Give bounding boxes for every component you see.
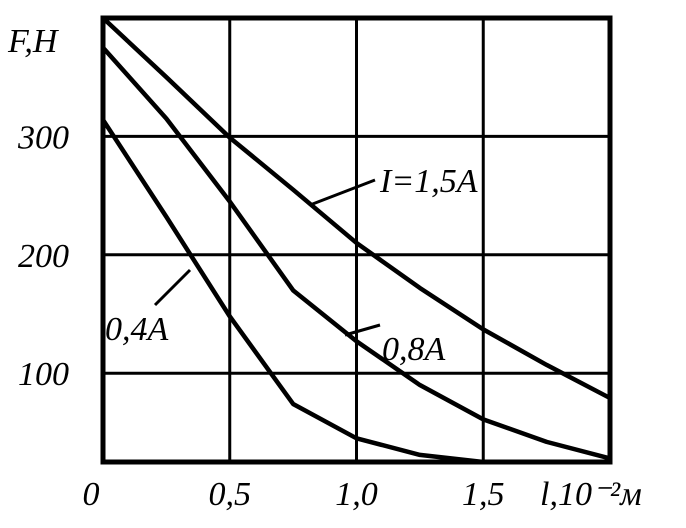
leader-line — [153, 268, 192, 307]
plot-frame — [100, 15, 613, 465]
series-label: 0,8A — [382, 331, 446, 368]
y-tick-label: 200 — [18, 238, 69, 275]
series-label: 0,4A — [105, 311, 169, 348]
x-tick-label: 0,5 — [209, 476, 252, 513]
x-tick-label: 0 — [83, 476, 100, 513]
x-tick-label: 1,0 — [335, 476, 378, 513]
x-tick-label: 1,5 — [462, 476, 505, 513]
y-axis-label: F,H — [7, 23, 60, 60]
leader-line — [344, 323, 381, 337]
line — [101, 16, 612, 401]
x-axis-label: l,10⁻²м — [540, 476, 642, 513]
series-label: I=1,5A — [379, 163, 478, 200]
leader-line — [309, 178, 376, 207]
line — [101, 46, 611, 461]
y-tick-label: 100 — [18, 356, 69, 393]
y-tick-label: 300 — [17, 119, 69, 156]
line — [101, 118, 484, 465]
